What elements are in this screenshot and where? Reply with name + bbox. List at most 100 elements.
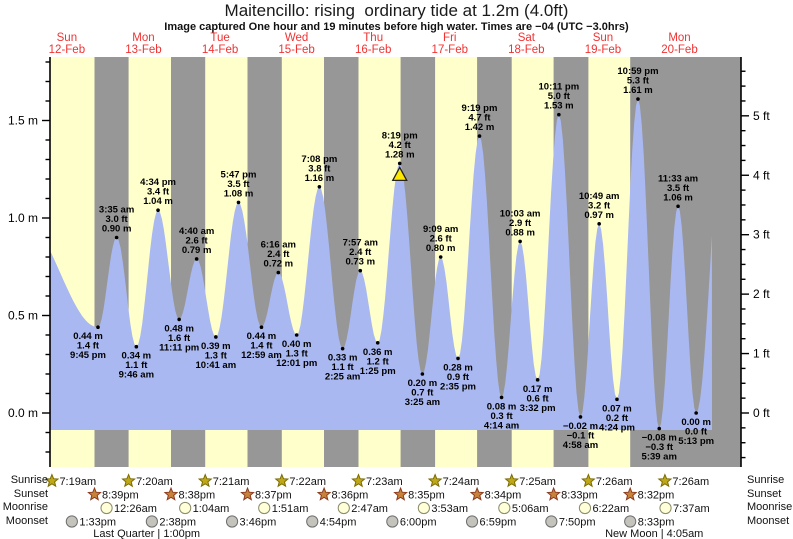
tide-label-line: 0.48 m bbox=[164, 323, 194, 334]
moonrise-row-label-right: Moonrise bbox=[747, 501, 793, 513]
day-date-label: 16-Feb bbox=[355, 44, 391, 56]
tide-label-line: 5.0 ft bbox=[548, 91, 571, 102]
sunset-time: 8:33pm bbox=[561, 490, 598, 502]
tide-label-line: 0.08 m bbox=[487, 401, 517, 412]
sunrise-time: 7:24am bbox=[443, 476, 480, 488]
sunset-time: 8:34pm bbox=[485, 490, 522, 502]
sunset-star-icon bbox=[163, 486, 179, 501]
sunrise-star-icon bbox=[427, 473, 443, 488]
tide-extreme-dot bbox=[597, 222, 601, 226]
tide-extreme-dot bbox=[456, 356, 460, 361]
tide-label-line: 1.53 m bbox=[544, 101, 574, 112]
tide-label-line: 1.06 m bbox=[663, 192, 693, 203]
sunrise-star-icon bbox=[44, 473, 60, 488]
sunrise-star-icon bbox=[274, 473, 290, 488]
tide-extreme-dot bbox=[676, 204, 680, 209]
tide-label-line: 2.4 ft bbox=[267, 249, 290, 260]
moonset-moon-icon bbox=[624, 515, 637, 528]
tide-label-line: 9:19 pm bbox=[462, 103, 498, 114]
tide-label-line: 3.0 ft bbox=[106, 214, 129, 225]
right-axis-tick-label: 3 ft bbox=[753, 228, 770, 242]
current-time-marker-icon bbox=[391, 166, 408, 182]
sunrise-time: 7:22am bbox=[289, 476, 326, 488]
tide-extreme-dot bbox=[578, 415, 583, 419]
tide-label-line: 10:49 am bbox=[579, 191, 620, 202]
day-weekday-label: Fri bbox=[443, 32, 456, 44]
tide-extreme-dot bbox=[177, 317, 181, 322]
tide-label-line: 0.3 ft bbox=[490, 411, 513, 422]
tide-label-line: 5.3 ft bbox=[627, 76, 650, 87]
tide-label-line: 1.08 m bbox=[224, 188, 254, 199]
day-date-label: 18-Feb bbox=[508, 44, 544, 56]
tide-extreme-dot bbox=[499, 395, 504, 400]
tide-label-line: 10:41 am bbox=[196, 360, 237, 371]
left-axis-tick-label: 1.5 m bbox=[8, 114, 38, 128]
sunset-star-icon bbox=[546, 486, 561, 501]
right-axis-tick-label: 4 ft bbox=[753, 168, 770, 182]
tide-extreme-dot bbox=[694, 411, 698, 415]
day-weekday-label: Sun bbox=[57, 32, 77, 44]
moonrise-moon-icon bbox=[578, 501, 592, 515]
low-tide-label: 0.34 m1.1 ft9:46 am bbox=[119, 351, 154, 381]
moonset-time: 1:33pm bbox=[79, 517, 116, 529]
tide-extreme-dot bbox=[438, 255, 443, 259]
left-axis-tick-label: 1.0 m bbox=[8, 211, 38, 225]
tide-label-line: 10:03 am bbox=[500, 208, 541, 219]
sunrise-time: 7:25am bbox=[519, 476, 556, 488]
tide-label-line: 0.2 ft bbox=[606, 413, 629, 424]
tide-label-line: 1.42 m bbox=[465, 122, 495, 133]
moonset-moon-icon bbox=[65, 515, 78, 528]
tide-label-line: 0.34 m bbox=[122, 351, 152, 362]
tide-label-line: 2.4 ft bbox=[349, 247, 372, 258]
moonset-moon-icon bbox=[465, 515, 479, 528]
tide-label-line: 0.6 ft bbox=[527, 393, 550, 404]
tide-label-line: 0.80 m bbox=[426, 243, 456, 254]
tide-extreme-dot bbox=[96, 325, 100, 330]
high-tide-label: 10:59 pm5.3 ft1.61 m bbox=[617, 66, 658, 96]
moonset-time: 6:59pm bbox=[480, 517, 517, 529]
high-tide-label: 10:03 am2.9 ft0.88 m bbox=[500, 208, 541, 238]
tide-label-line: −0.02 m bbox=[563, 421, 598, 432]
tide-label-line: 1.16 m bbox=[305, 173, 335, 184]
tide-label-line: 3.2 ft bbox=[588, 200, 611, 211]
low-tide-label: 0.20 m0.7 ft3:25 am bbox=[405, 378, 440, 408]
tide-label-line: 0.44 m bbox=[73, 331, 103, 342]
tide-label-line: 4.7 ft bbox=[468, 113, 491, 124]
tide-label-line: 4:58 am bbox=[563, 440, 598, 451]
tide-extreme-dot bbox=[340, 346, 345, 351]
moon-phase-label: New Moon | 4:05am bbox=[605, 528, 703, 539]
tide-label-line: 1.4 ft bbox=[250, 341, 273, 352]
moonrise-time: 12:26am bbox=[114, 503, 157, 515]
right-axis-tick-label: 0 ft bbox=[753, 406, 770, 420]
moonrise-row-label-left: Moonrise bbox=[2, 501, 48, 513]
tide-extreme-dot bbox=[375, 341, 380, 345]
tide-curve-area bbox=[50, 99, 712, 430]
tide-label-line: 3.8 ft bbox=[308, 163, 331, 174]
moonrise-time: 6:22am bbox=[592, 503, 629, 515]
high-tide-label: 11:33 am3.5 ft1.06 m bbox=[658, 173, 698, 203]
tide-extreme-dot bbox=[294, 333, 299, 337]
low-tide-label: 0.33 m1.1 ft2:25 am bbox=[325, 353, 360, 383]
tide-extreme-dot bbox=[114, 235, 119, 240]
tide-extreme-dot bbox=[518, 239, 522, 244]
sunrise-time: 7:26am bbox=[672, 476, 709, 488]
sunrise-star-icon bbox=[581, 473, 596, 488]
tide-extreme-dot bbox=[156, 208, 160, 212]
tide-label-line: 0.39 m bbox=[201, 341, 231, 352]
tide-label-line: −0.3 ft bbox=[645, 442, 674, 453]
tide-label-line: 3.5 ft bbox=[667, 183, 690, 194]
tide-label-line: 0.17 m bbox=[523, 384, 553, 395]
moonrise-moon-icon bbox=[337, 501, 350, 515]
moonrise-time: 1:04am bbox=[193, 503, 230, 515]
sunset-time: 8:35pm bbox=[408, 490, 445, 502]
tide-extreme-dot bbox=[214, 335, 218, 339]
right-axis-tick-label: 5 ft bbox=[753, 109, 770, 123]
sunrise-time: 7:23am bbox=[366, 476, 403, 488]
tide-label-line: 1.1 ft bbox=[332, 362, 355, 373]
tide-label-line: 2:35 pm bbox=[440, 381, 476, 392]
moonset-time: 4:54pm bbox=[320, 517, 357, 529]
tide-label-line: 0.28 m bbox=[443, 362, 473, 373]
